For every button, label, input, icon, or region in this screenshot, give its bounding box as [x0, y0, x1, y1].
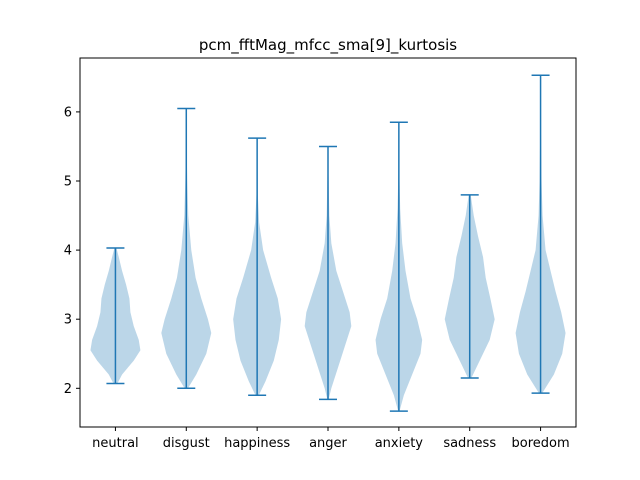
y-tick-label: 3 — [64, 313, 72, 328]
x-tick-label-boredom: boredom — [512, 436, 570, 451]
y-tick-label: 5 — [64, 175, 72, 190]
x-axis: neutral disgust happiness anger anxiety sadne… — [92, 427, 570, 451]
y-tick-label: 2 — [64, 382, 72, 397]
chart-title: pcm_fftMag_mfcc_sma[9]_kurtosis — [199, 36, 457, 55]
x-tick-label-sadness: sadness — [443, 436, 496, 451]
y-tick-label: 4 — [64, 244, 72, 259]
x-tick-label-anger: anger — [309, 436, 347, 451]
y-axis: 2 3 4 5 6 — [64, 105, 80, 397]
y-tick-label: 6 — [64, 105, 72, 120]
x-tick-label-neutral: neutral — [92, 436, 139, 451]
violins-group — [90, 74, 566, 412]
x-tick-label-happiness: happiness — [224, 436, 290, 451]
x-tick-label-anxiety: anxiety — [375, 436, 424, 451]
x-tick-label-disgust: disgust — [163, 436, 210, 451]
plot-frame — [79, 57, 577, 428]
